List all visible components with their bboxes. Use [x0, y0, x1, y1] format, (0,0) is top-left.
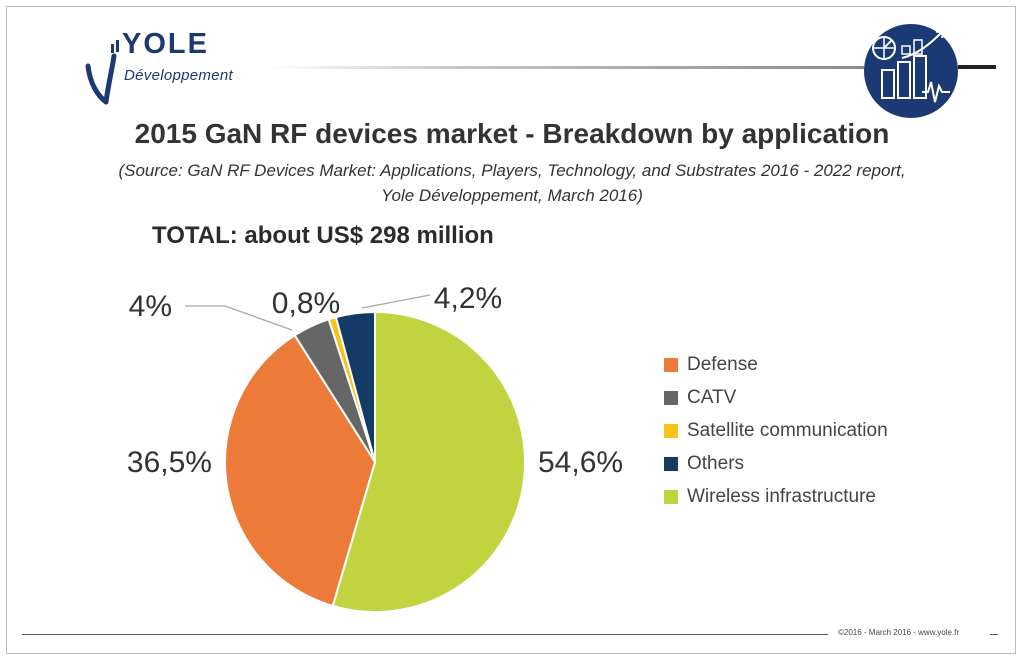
pie-slice-wireless-infrastructure — [331, 310, 526, 613]
footer-dash — [990, 634, 998, 635]
chart-title: 2015 GaN RF devices market - Breakdown b… — [134, 118, 890, 149]
legend-label-others: Others — [687, 452, 745, 474]
data-label-others: 4,2% — [434, 282, 502, 315]
logo-subtitle: Développement — [124, 67, 233, 84]
pie-slice-others — [334, 310, 376, 463]
legend-swatch-catv — [664, 390, 678, 405]
chart-source: (Source: GaN RF Devices Market: Applicat… — [100, 158, 924, 208]
footer-divider — [22, 634, 828, 635]
legend-swatch-wireless-infrastructure — [664, 489, 678, 504]
yole-logo: YOLE Développement — [84, 26, 284, 106]
legend-item-satellite-communication: Satellite communication — [664, 414, 888, 447]
data-label-satellite-communication: 0,8% — [272, 287, 340, 320]
data-label-defense: 36,5% — [127, 446, 212, 479]
data-label-wireless-infrastructure: 54,6% — [538, 446, 623, 479]
logo-wordmark: YOLE — [122, 28, 209, 60]
legend-item-defense: Defense — [664, 348, 888, 381]
legend-swatch-satellite-communication — [664, 423, 678, 438]
chart-total: TOTAL: about US$ 298 million — [152, 222, 494, 249]
legend-label-defense: Defense — [687, 353, 758, 375]
header-divider-right — [958, 65, 996, 69]
leader-line-others — [361, 294, 431, 309]
legend-label-satellite-communication: Satellite communication — [687, 419, 888, 441]
chart-legend: Defense CATV Satellite communication Others… — [664, 348, 888, 513]
header-divider — [268, 66, 864, 69]
market-badge-icon — [864, 24, 958, 118]
data-label-catv: 4% — [129, 290, 172, 323]
legend-swatch-others — [664, 456, 678, 471]
leader-line-catv — [185, 305, 293, 331]
legend-label-catv: CATV — [687, 386, 737, 408]
legend-item-catv: CATV — [664, 381, 888, 414]
source-line-1: (Source: GaN RF Devices Market: Applicat… — [118, 161, 906, 180]
yole-logo-mark-icon — [85, 40, 119, 105]
legend-item-others: Others — [664, 447, 888, 480]
legend-item-wireless-infrastructure: Wireless infrastructure — [664, 480, 888, 513]
slide-frame — [6, 6, 1016, 654]
footer-copyright: ©2016 - March 2016 - www.yole.fr — [838, 628, 960, 637]
source-line-2: Yole Développement, March 2016) — [381, 186, 643, 205]
legend-label-wireless-infrastructure: Wireless infrastructure — [687, 485, 876, 507]
legend-swatch-defense — [664, 357, 678, 372]
